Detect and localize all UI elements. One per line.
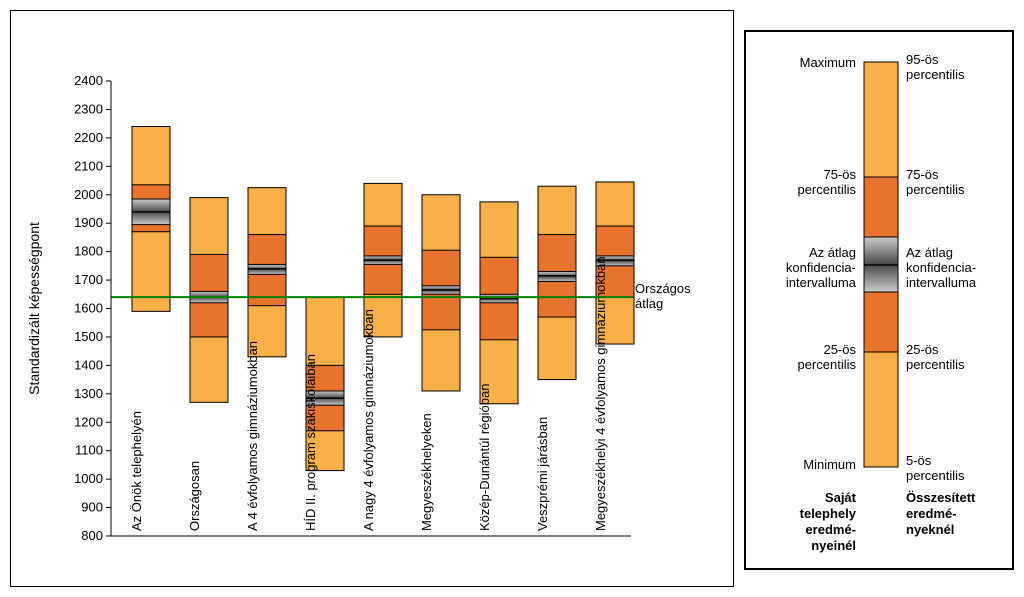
- svg-text:1800: 1800: [74, 244, 103, 259]
- svg-text:1400: 1400: [74, 357, 103, 372]
- svg-text:Az átlagkonfidencia-intervallu: Az átlagkonfidencia-intervalluma: [786, 245, 857, 290]
- svg-text:A 4 évfolyamos gimnáziumokban: A 4 évfolyamos gimnáziumokban: [245, 341, 260, 531]
- svg-text:1600: 1600: [74, 301, 103, 316]
- svg-text:25-öspercentilis: 25-öspercentilis: [906, 342, 965, 372]
- svg-text:1100: 1100: [75, 443, 103, 458]
- svg-text:75-öspercentilis: 75-öspercentilis: [797, 167, 856, 197]
- svg-text:95-öspercentilis: 95-öspercentilis: [906, 52, 965, 82]
- svg-text:2400: 2400: [74, 73, 103, 88]
- svg-text:Országosátlag: Országosátlag: [635, 281, 691, 311]
- svg-text:Veszprémi járásban: Veszprémi járásban: [535, 417, 550, 531]
- svg-text:Megyeszékhelyeken: Megyeszékhelyeken: [419, 413, 434, 531]
- svg-text:5-öspercentilis: 5-öspercentilis: [906, 453, 965, 483]
- svg-text:2100: 2100: [74, 158, 103, 173]
- svg-text:HÍD II. program szakiskoláiban: HÍD II. program szakiskoláiban: [303, 354, 318, 531]
- svg-text:Közép-Dunántúl régióban: Közép-Dunántúl régióban: [477, 384, 492, 531]
- svg-text:1700: 1700: [74, 272, 103, 287]
- svg-text:2300: 2300: [74, 101, 103, 116]
- svg-text:1200: 1200: [74, 414, 103, 429]
- svg-text:1900: 1900: [74, 215, 103, 230]
- svg-text:Országosan: Országosan: [187, 461, 202, 531]
- svg-text:Az átlagkonfidencia-intervallu: Az átlagkonfidencia-intervalluma: [906, 245, 977, 290]
- svg-text:2200: 2200: [74, 130, 103, 145]
- boxplot-chart: 800 900 1000 1100 1200 1300 1400 1500 1600 1700 18…: [10, 10, 734, 587]
- svg-text:75-öspercentilis: 75-öspercentilis: [906, 167, 965, 197]
- svg-text:Maximum: Maximum: [800, 55, 856, 70]
- svg-text:Összesítetteredmé-nyeknél: Összesítetteredmé-nyeknél: [906, 490, 976, 537]
- svg-text:1500: 1500: [74, 329, 103, 344]
- svg-text:Minimum: Minimum: [803, 457, 856, 472]
- svg-text:2000: 2000: [74, 187, 103, 202]
- legend-panel: Maximum 75-öspercentilis Az átlagkonfidenc…: [744, 30, 1014, 570]
- svg-text:800: 800: [81, 528, 103, 543]
- svg-text:A nagy 4 évfolyamos gimnáziumo: A nagy 4 évfolyamos gimnáziumokban: [361, 309, 376, 531]
- svg-text:Sajáttelephelyeredmé-nyeinél: Sajáttelephelyeredmé-nyeinél: [800, 490, 857, 553]
- svg-text:Standardizált képességpont: Standardizált képességpont: [26, 222, 42, 395]
- svg-text:Az Önök telephelyén: Az Önök telephelyén: [129, 411, 144, 531]
- svg-text:900: 900: [81, 500, 103, 515]
- svg-text:25-öspercentilis: 25-öspercentilis: [797, 342, 856, 372]
- svg-text:1300: 1300: [74, 386, 103, 401]
- svg-text:1000: 1000: [74, 471, 103, 486]
